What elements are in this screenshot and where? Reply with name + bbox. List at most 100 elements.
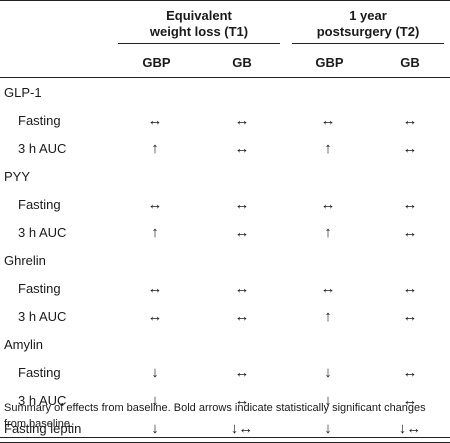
effect-arrow: ↔ — [402, 111, 418, 129]
effect-cell: ↓ — [286, 358, 370, 386]
row-label: 3 h AUC — [18, 224, 67, 240]
group-header-t2-line1: 1 year — [349, 8, 387, 23]
effect-arrow: ↑ — [151, 139, 159, 157]
group-header-row: Equivalent weight loss (T1) 1 year posts… — [0, 0, 450, 47]
effect-arrow: ↔ — [234, 223, 250, 241]
effect-cell: ↔ — [198, 302, 286, 330]
table-row: Fasting ↔ ↔ ↔ ↔ — [0, 106, 450, 134]
effect-cell: ↑ — [286, 302, 370, 330]
effect-arrow: ↑ — [324, 223, 332, 241]
effect-cell: ↓↔ — [370, 414, 450, 443]
table-row: Fasting ↓ ↔ ↓ ↔ — [0, 358, 450, 386]
effect-arrow: ↔ — [147, 111, 163, 129]
header-blank-cell — [0, 0, 112, 47]
effect-cell: ↔ — [198, 218, 286, 246]
effect-cell: ↓ — [286, 386, 370, 414]
bottom-rule — [0, 437, 450, 438]
table-row: 3 h AUC ↑ ↔ ↑ ↔ — [0, 134, 450, 162]
effect-cell: ↔ — [370, 106, 450, 134]
category-row: GLP-1 — [0, 78, 450, 107]
effect-arrow: ↔ — [147, 195, 163, 213]
effect-cell: ↔ — [198, 134, 286, 162]
subheader-t2-gbp: GBP — [286, 47, 371, 78]
group-header-t1-line2: weight loss (T1) — [149, 24, 249, 39]
effect-cell: ↔ — [370, 218, 450, 246]
effect-cell: ↔ — [286, 106, 370, 134]
group-t1-rule — [118, 43, 281, 44]
effect-arrow: ↓ — [151, 419, 159, 437]
group-header-t1: Equivalent weight loss (T1) — [112, 0, 287, 47]
row-label: Fasting — [18, 196, 61, 212]
effect-arrow: ↑ — [324, 307, 332, 325]
effect-cell: ↔ — [112, 302, 198, 330]
effect-arrow: ↔ — [234, 391, 250, 409]
effect-arrow: ↔ — [234, 139, 250, 157]
effect-arrow: ↔ — [234, 363, 250, 381]
table-body: GLP-1 Fasting ↔ ↔ ↔ ↔ 3 h AUC ↑ ↔ ↑ ↔ PYY Fasting ↔ ↔ ↔… — [0, 78, 450, 443]
effect-arrow: ↓↔ — [398, 419, 422, 437]
effect-arrow: ↓ — [324, 363, 332, 381]
effect-cell: ↔ — [112, 190, 198, 218]
effect-arrow: ↔ — [234, 279, 250, 297]
row-label: Fasting — [18, 364, 61, 380]
effect-cell: ↔ — [112, 106, 198, 134]
effect-cell: ↔ — [198, 386, 286, 414]
effect-cell: ↓ — [286, 414, 371, 443]
effect-cell: ↓ — [112, 386, 198, 414]
table-row: 3 h AUC ↓ ↔ ↓ ↔ — [0, 386, 450, 414]
subheader-row: GBP GB GBP GB — [0, 47, 450, 78]
effect-arrow: ↔ — [234, 111, 250, 129]
effect-cell: ↓↔ — [198, 414, 287, 443]
category-label: Amylin — [4, 336, 44, 352]
effect-cell: ↔ — [370, 358, 450, 386]
category-row: Ghrelin — [0, 246, 450, 274]
category-row: Amylin — [0, 330, 450, 358]
effect-arrow: ↓ — [324, 391, 332, 409]
effect-cell: ↔ — [286, 190, 370, 218]
effect-arrow: ↔ — [234, 307, 250, 325]
effect-cell: ↔ — [198, 358, 286, 386]
effect-arrow: ↑ — [151, 223, 159, 241]
effect-cell: ↔ — [370, 190, 450, 218]
subheader-t2-gb: GB — [370, 47, 450, 78]
effect-arrow: ↑ — [324, 139, 332, 157]
effect-cell: ↔ — [198, 274, 286, 302]
effect-arrow: ↔ — [402, 223, 418, 241]
row-label: 3 h AUC — [18, 308, 67, 324]
category-label: Ghrelin — [4, 252, 46, 268]
effect-arrow: ↔ — [320, 195, 336, 213]
table-row: 3 h AUC ↑ ↔ ↑ ↔ — [0, 218, 450, 246]
effect-arrow: ↓ — [151, 363, 159, 381]
effect-cell: ↔ — [370, 386, 450, 414]
category-row: PYY — [0, 162, 450, 190]
effect-arrow: ↓ — [324, 419, 332, 437]
group-header-t2: 1 year postsurgery (T2) — [286, 0, 450, 47]
effect-cell: ↔ — [198, 106, 286, 134]
row-label: Fasting leptin — [0, 414, 112, 443]
effect-arrow: ↔ — [147, 307, 163, 325]
subheader-blank-cell — [0, 47, 112, 78]
effect-arrow: ↔ — [320, 111, 336, 129]
row-label: 3 h AUC — [18, 140, 67, 156]
effect-cell: ↔ — [286, 274, 370, 302]
effect-cell: ↓ — [112, 414, 198, 443]
group-t2-rule — [292, 43, 445, 44]
table-row-fasting-leptin: Fasting leptin ↓ ↓↔ ↓ ↓↔ — [0, 414, 450, 443]
effect-cell: ↑ — [112, 218, 198, 246]
effect-arrow: ↔ — [320, 279, 336, 297]
effect-cell: ↔ — [370, 302, 450, 330]
effect-cell: ↑ — [286, 134, 370, 162]
effect-arrow: ↔ — [402, 363, 418, 381]
row-label: Fasting — [18, 112, 61, 128]
subheader-t1-gb: GB — [198, 47, 287, 78]
effect-arrow: ↔ — [402, 195, 418, 213]
table-footnote: Summary of effects from baseline. Bold a… — [4, 402, 426, 430]
effect-arrow: ↔ — [402, 139, 418, 157]
effect-cell: ↓ — [112, 358, 198, 386]
effect-arrow: ↔ — [402, 391, 418, 409]
table-row: 3 h AUC ↔ ↔ ↑ ↔ — [0, 302, 450, 330]
effect-cell: ↑ — [112, 134, 198, 162]
row-label: Fasting — [18, 280, 61, 296]
